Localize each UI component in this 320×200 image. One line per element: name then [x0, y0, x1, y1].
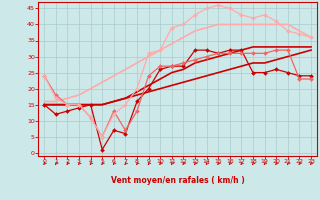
- X-axis label: Vent moyen/en rafales ( km/h ): Vent moyen/en rafales ( km/h ): [111, 176, 244, 185]
